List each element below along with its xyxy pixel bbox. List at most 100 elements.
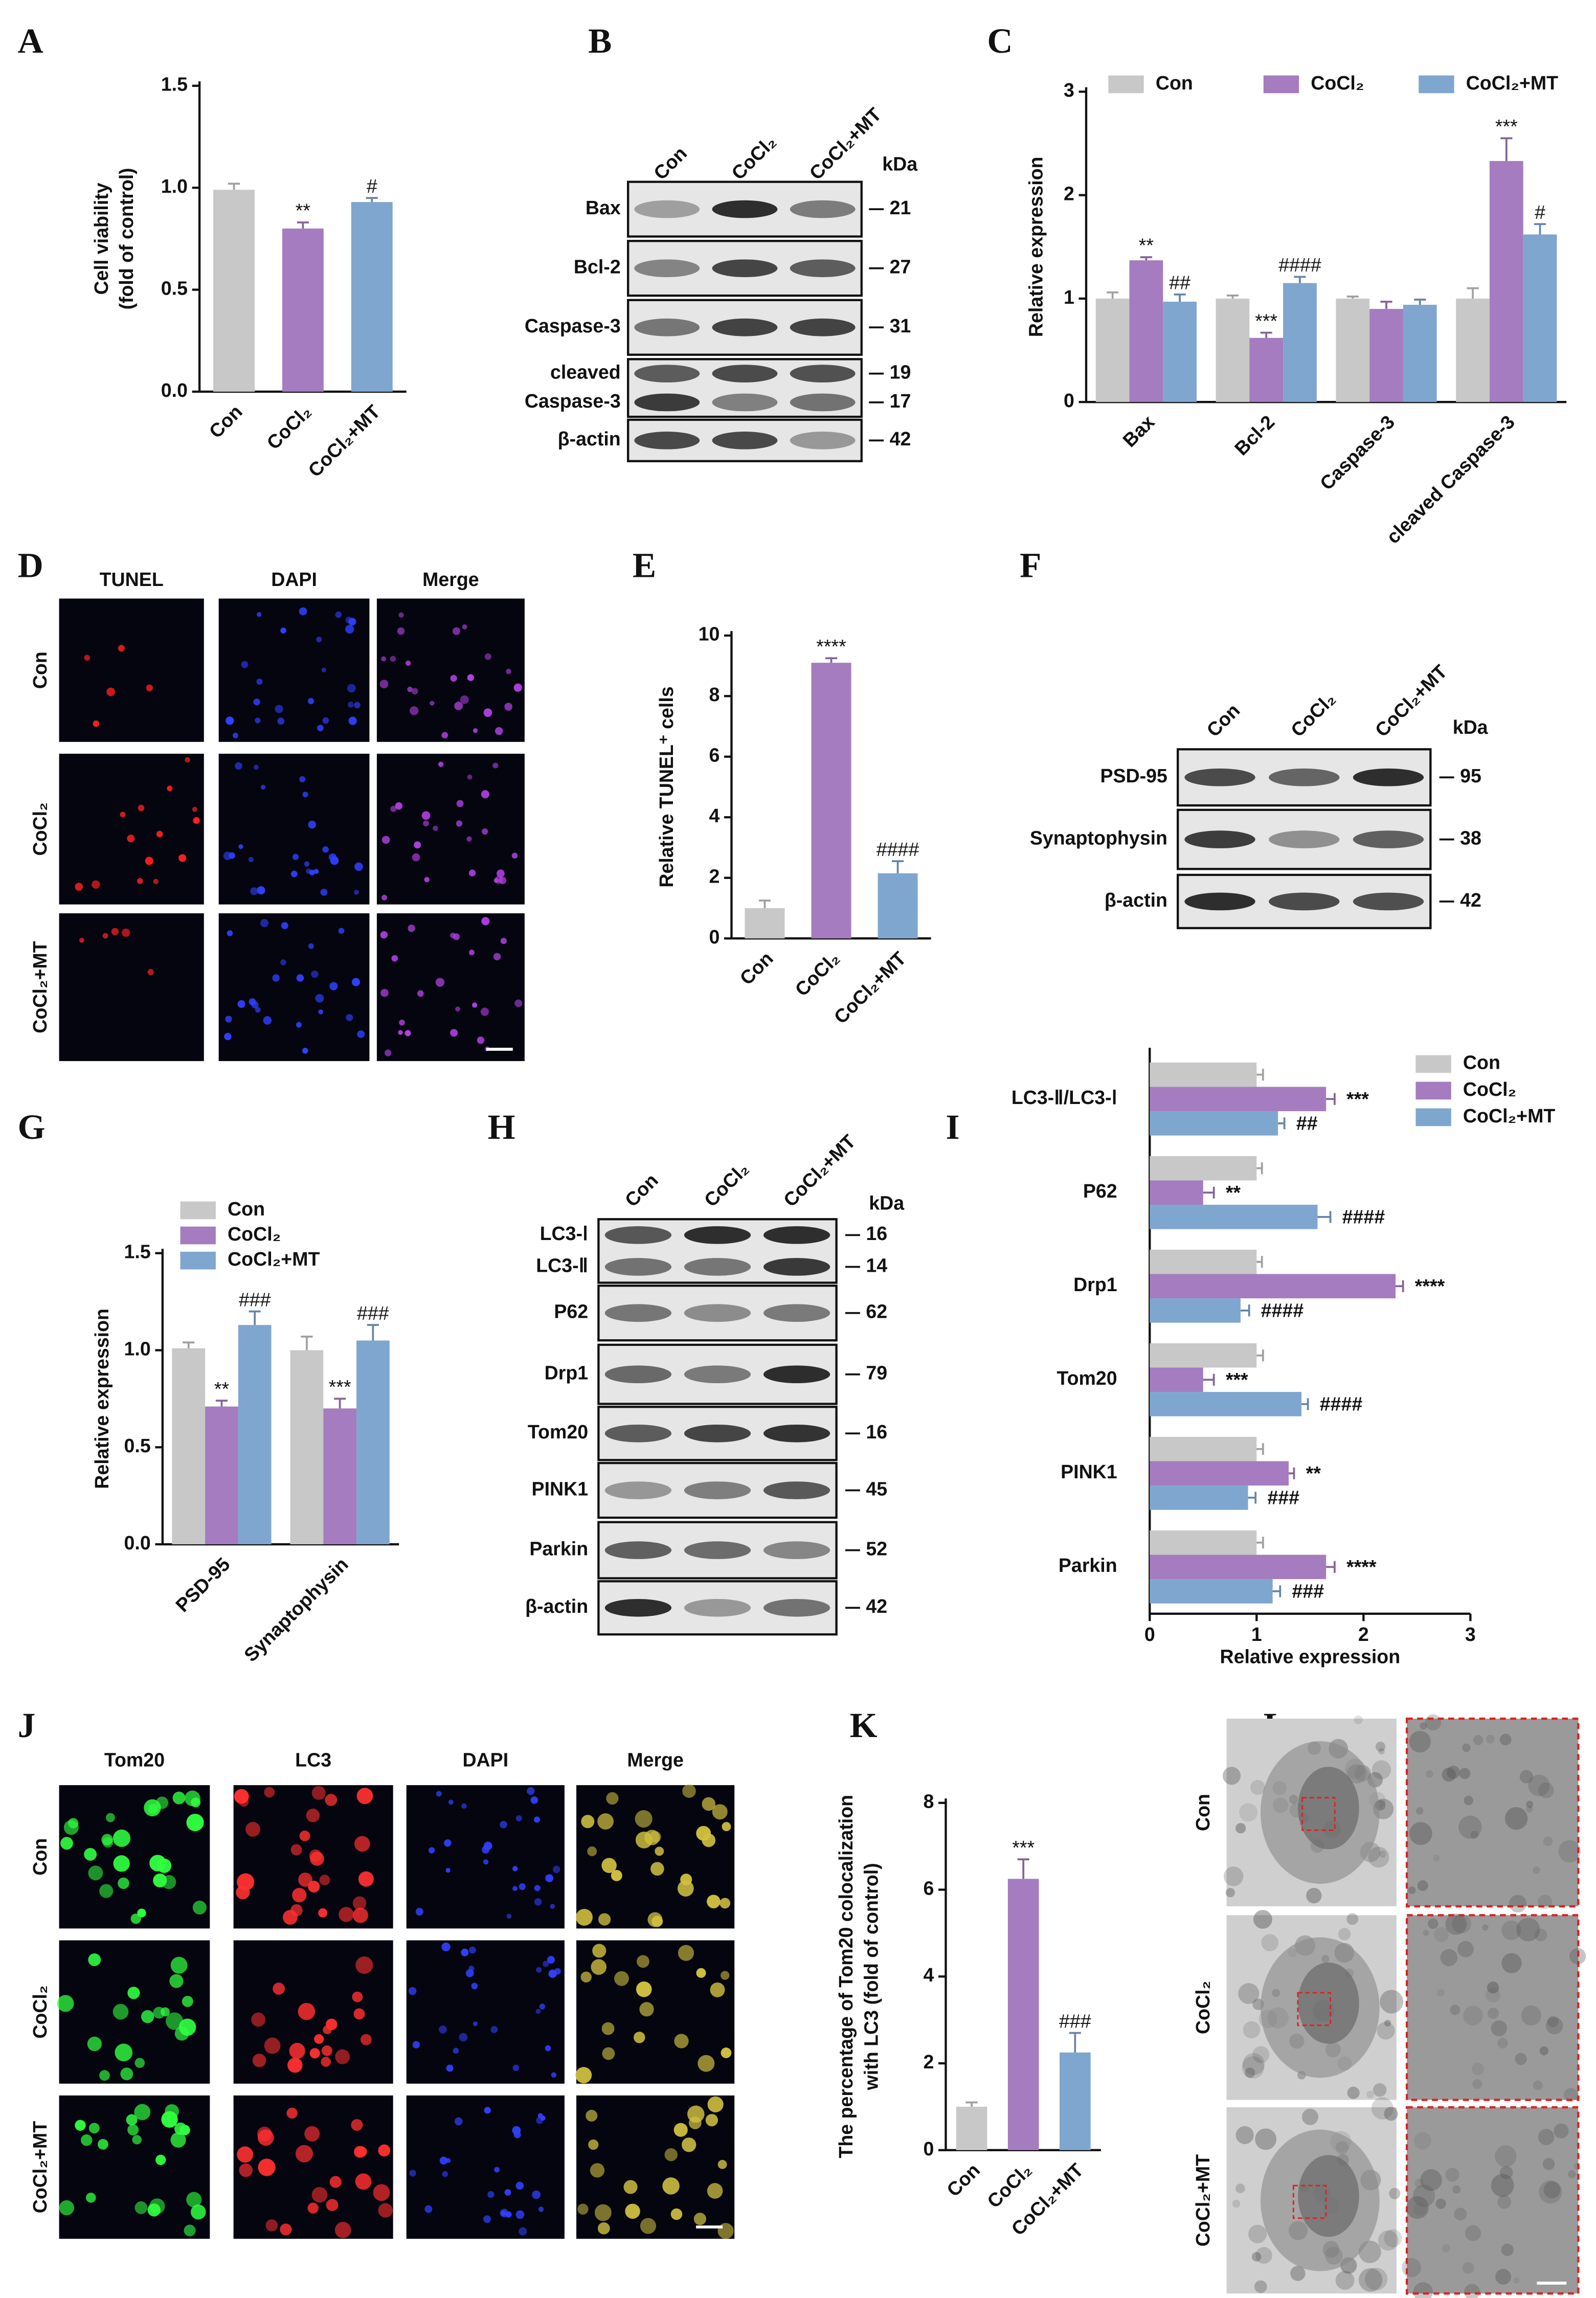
- row-label: Con: [29, 1838, 51, 1876]
- cell: [292, 853, 299, 860]
- blot-band: [604, 1481, 672, 1499]
- cell: [592, 1944, 606, 1958]
- cell: [145, 857, 153, 865]
- row-label: Caspase-3: [525, 390, 621, 412]
- cell: [302, 1048, 308, 1054]
- cell: [120, 2067, 133, 2081]
- cell: [138, 804, 145, 812]
- cell: [134, 2201, 148, 2214]
- cell: [289, 2043, 305, 2059]
- significance-label: ###: [1059, 2010, 1091, 2032]
- cell: [146, 684, 153, 691]
- em-texture: [1413, 2132, 1431, 2150]
- row-label: CoCl₂+MT: [29, 2121, 51, 2213]
- row-label: Con: [1192, 1794, 1213, 1831]
- column-label: Merge: [422, 569, 479, 590]
- blot-band: [684, 1541, 751, 1559]
- cell: [172, 1791, 186, 1805]
- cell: [446, 2064, 454, 2072]
- legend-swatch: [180, 1226, 216, 1245]
- cell: [467, 674, 475, 681]
- cell: [334, 2222, 351, 2238]
- blot-band: [684, 1365, 751, 1384]
- em-texture: [1354, 1715, 1363, 1724]
- cell: [598, 1913, 611, 1926]
- column-label: TUNEL: [100, 569, 164, 590]
- cell: [581, 1815, 595, 1829]
- legend-swatch: [1415, 1082, 1451, 1100]
- cell: [380, 933, 386, 939]
- cell: [307, 2202, 319, 2214]
- cell: [111, 928, 119, 936]
- error-bar: [1500, 137, 1513, 161]
- blot-band: [1184, 892, 1255, 911]
- blot-band: [763, 1365, 830, 1384]
- bar: [878, 873, 918, 939]
- cell: [707, 2183, 723, 2199]
- significance-label: ###: [1267, 1487, 1299, 1508]
- x-tick-label: Synaptophysin: [240, 1553, 352, 1666]
- row-label: β-actin: [558, 428, 621, 449]
- em-texture: [1413, 2202, 1427, 2216]
- cell: [335, 2049, 350, 2064]
- cell: [260, 784, 266, 790]
- cell: [635, 1810, 653, 1828]
- error-bar: [183, 1341, 195, 1348]
- cell: [649, 1831, 661, 1843]
- bar: [323, 1408, 357, 1545]
- cell: [423, 820, 429, 827]
- cell: [576, 1908, 593, 1926]
- x-tick-label: 0: [1144, 1624, 1155, 1645]
- cell: [155, 2154, 166, 2166]
- error-bar: [1272, 1585, 1282, 1597]
- em-texture: [1389, 2188, 1401, 2199]
- em-texture: [1235, 1823, 1246, 1834]
- cell: [450, 674, 457, 682]
- x-tick-label: CoCl₂+MT: [304, 401, 384, 481]
- cell: [153, 1873, 167, 1888]
- legend-label: Con: [1156, 72, 1193, 94]
- cell: [480, 1007, 489, 1016]
- cell: [130, 1913, 141, 1924]
- cell: [102, 933, 108, 939]
- cell: [409, 706, 419, 715]
- cell: [68, 1818, 79, 1829]
- legend-label: CoCl₂: [1463, 1078, 1516, 1100]
- cell: [320, 889, 328, 896]
- significance-label: #: [367, 175, 377, 197]
- blot-band: [712, 318, 778, 336]
- cell: [224, 1032, 232, 1041]
- cell: [170, 1956, 188, 1974]
- cell: [504, 703, 512, 711]
- micrograph: [59, 1785, 210, 1929]
- blot-band: [634, 393, 700, 412]
- cell: [547, 1956, 555, 1964]
- cell: [229, 852, 235, 859]
- cell: [454, 2117, 463, 2126]
- error-bar: [1260, 331, 1272, 338]
- em-texture: [1558, 1840, 1581, 1863]
- bar: [1150, 1298, 1241, 1323]
- cell: [710, 1982, 725, 1997]
- panel-letter: D: [18, 546, 43, 585]
- row-label: Synaptophysin: [1030, 827, 1167, 849]
- em-texture: [1377, 2021, 1395, 2040]
- cell: [461, 1803, 467, 1809]
- cell: [253, 699, 260, 706]
- cell: [588, 2139, 599, 2150]
- em-texture: [1384, 2229, 1402, 2247]
- cell: [174, 2026, 189, 2041]
- cell: [161, 2007, 170, 2017]
- cell: [417, 990, 424, 997]
- em-texture: [1406, 2196, 1429, 2219]
- cell: [241, 661, 249, 668]
- cell: [99, 2070, 110, 2081]
- micrograph: [59, 1940, 210, 2084]
- cell: [255, 1007, 261, 1013]
- cell: [115, 2043, 133, 2062]
- y-tick-label: Tom20: [1056, 1367, 1117, 1389]
- cell: [105, 1813, 115, 1822]
- cell: [134, 2104, 151, 2121]
- cell: [482, 1846, 490, 1854]
- row-label: CoCl₂: [29, 802, 51, 855]
